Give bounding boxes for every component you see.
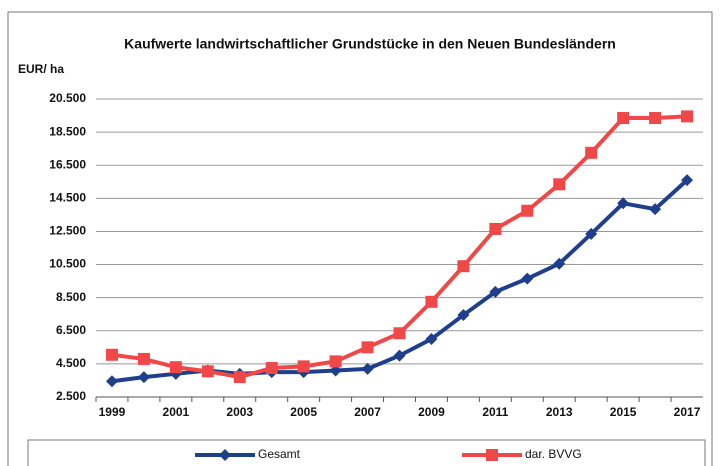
- marker: [553, 257, 566, 270]
- x-tick-label: 1999: [99, 405, 126, 419]
- marker: [361, 362, 374, 375]
- marker: [361, 341, 374, 354]
- legend-marker: [219, 449, 231, 461]
- legend-box: [27, 439, 706, 466]
- x-tick-label: 2001: [163, 405, 190, 419]
- y-tick-label: 14.500: [49, 191, 86, 205]
- x-tick-label: 2015: [610, 405, 637, 419]
- x-tick-label: 2017: [674, 405, 701, 419]
- marker: [329, 364, 342, 377]
- x-tick-label: 2005: [290, 405, 317, 419]
- marker: [681, 110, 694, 123]
- marker: [425, 333, 438, 346]
- marker: [649, 112, 662, 125]
- y-tick-label: 4.500: [56, 356, 86, 370]
- x-tick-label: 2003: [226, 405, 253, 419]
- marker: [105, 348, 118, 361]
- y-tick-label: 12.500: [49, 224, 86, 238]
- marker: [617, 197, 630, 210]
- y-axis-label: EUR/ ha: [18, 62, 64, 76]
- frame: [7, 11, 713, 466]
- marker: [393, 327, 406, 340]
- x-tick-label: 2009: [418, 405, 445, 419]
- marker: [393, 349, 406, 362]
- marker: [265, 362, 278, 375]
- y-tick-label: 20.500: [49, 91, 86, 105]
- marker: [297, 360, 310, 373]
- x-tick-label: 2011: [482, 405, 508, 419]
- marker: [649, 203, 662, 216]
- x-tick-label: 2007: [354, 405, 381, 419]
- marker: [489, 285, 502, 298]
- marker: [585, 146, 598, 159]
- marker: [169, 361, 182, 374]
- marker: [457, 260, 470, 273]
- marker: [201, 365, 214, 378]
- marker: [521, 272, 534, 285]
- legend-marker: [486, 449, 498, 461]
- y-tick-label: 8.500: [56, 290, 86, 304]
- marker: [553, 178, 566, 191]
- marker: [137, 352, 150, 365]
- legend-label: Gesamt: [258, 447, 301, 461]
- y-tick-label: 18.500: [49, 124, 86, 138]
- marker: [489, 222, 502, 235]
- marker: [617, 112, 630, 125]
- y-tick-label: 10.500: [49, 257, 86, 271]
- x-tick-label: 2013: [546, 405, 573, 419]
- marker: [105, 375, 118, 388]
- marker: [521, 204, 534, 217]
- chart-title: Kaufwerte landwirtschaftlicher Grundstüc…: [124, 36, 616, 52]
- marker: [137, 371, 150, 384]
- legend-label: dar. BVVG: [525, 447, 582, 461]
- marker: [233, 371, 246, 384]
- marker: [329, 355, 342, 368]
- marker: [681, 174, 694, 187]
- y-tick-label: 6.500: [56, 323, 86, 337]
- y-tick-label: 16.500: [49, 157, 86, 171]
- y-tick-label: 2.500: [56, 389, 86, 403]
- marker: [585, 227, 598, 240]
- marker: [425, 295, 438, 308]
- marker: [457, 309, 470, 322]
